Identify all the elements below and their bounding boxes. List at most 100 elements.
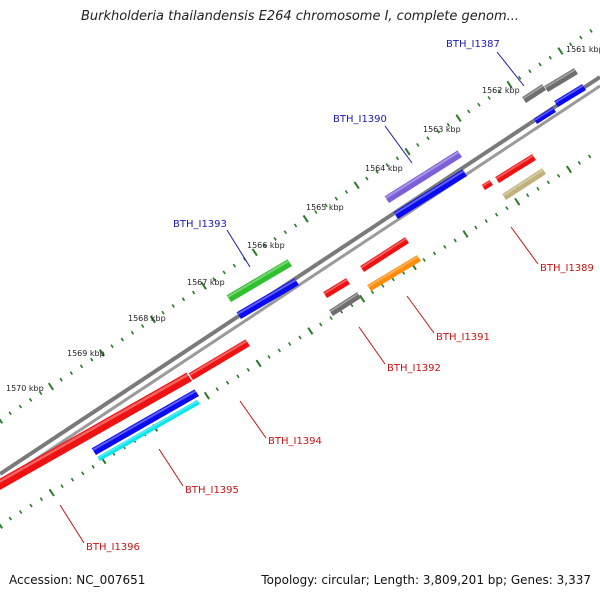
- scale-label-1568: 1568 kbp: [128, 314, 166, 323]
- minor-tick: [90, 357, 94, 362]
- minor-tick: [381, 283, 385, 288]
- gene-BTH_I1392[interactable]: [323, 278, 350, 298]
- minor-tick: [263, 243, 267, 248]
- gene-BTH_I1394[interactable]: [188, 339, 250, 380]
- minor-tick: [568, 42, 573, 47]
- gene-BTH_I1393-highlight: [227, 260, 290, 298]
- major-tick: [255, 359, 262, 368]
- cds-BTH_I1392[interactable]: [329, 292, 361, 316]
- minor-tick: [577, 160, 582, 165]
- minor-tick: [391, 277, 395, 282]
- scale-label-1562: 1562 kbp: [482, 86, 520, 95]
- cds-BTH_I1390[interactable]: [393, 169, 467, 219]
- minor-tick: [546, 180, 550, 185]
- minor-tick: [69, 371, 73, 375]
- minor-tick: [181, 297, 186, 302]
- cds-BTH_I1391[interactable]: [367, 255, 421, 291]
- major-tick: [506, 80, 513, 89]
- cds-BTH_I1387[interactable]: [533, 106, 556, 124]
- minor-tick: [536, 186, 540, 191]
- major-tick: [149, 315, 156, 324]
- gene-BTH_I1389[interactable]: [495, 154, 536, 183]
- minor-tick: [8, 411, 12, 416]
- minor-tick: [329, 316, 333, 321]
- minor-tick: [293, 223, 298, 228]
- scale-label-1566: 1566 kbp: [247, 241, 285, 250]
- minor-tick: [324, 203, 328, 208]
- scale-label-1567: 1567 kbp: [187, 278, 225, 287]
- gene-BTH_I1395[interactable]: [91, 389, 199, 455]
- minor-tick: [283, 230, 287, 235]
- minor-tick: [81, 471, 85, 476]
- leader-BTH_I1394: [239, 400, 267, 439]
- minor-tick: [432, 251, 437, 256]
- minor-tick: [267, 354, 271, 359]
- gene-BTH_I1392-highlight: [323, 278, 348, 295]
- backbone: [0, 75, 600, 485]
- cds-BTH_I1387-highlight: [534, 107, 554, 121]
- gene-BTH_I1387[interactable]: [522, 84, 546, 103]
- minor-tick: [375, 169, 379, 174]
- cds-BTH_I1388[interactable]: [554, 84, 586, 107]
- gene-BTH_I1393[interactable]: [226, 259, 292, 302]
- minor-tick: [120, 337, 124, 342]
- minor-tick: [60, 484, 64, 489]
- minor-tick: [426, 136, 430, 141]
- minor-tick: [19, 510, 23, 515]
- gene-BTH_I1388[interactable]: [544, 68, 578, 92]
- scale-label-1563: 1563 kbp: [423, 125, 461, 134]
- leader-BTH_I1391: [406, 295, 435, 334]
- gene-BTH_I1391-highlight: [360, 237, 407, 269]
- minor-tick: [474, 225, 478, 230]
- leader-BTH_I1390: [384, 125, 413, 164]
- minor-tick: [557, 173, 561, 178]
- gene-BTH_I1387-highlight: [522, 84, 544, 100]
- gene-BTH_I1391[interactable]: [360, 237, 409, 272]
- accession-label: Accession: NC_007651: [9, 573, 146, 587]
- topology-label: Topology: circular; Length: 3,809,201 bp…: [261, 573, 591, 587]
- gene-BTH_I1390[interactable]: [384, 150, 462, 203]
- gene-label-BTH_I1387[interactable]: BTH_I1387: [446, 39, 500, 50]
- minor-tick: [70, 477, 75, 482]
- gene-label-BTH_I1395[interactable]: BTH_I1395: [185, 485, 239, 496]
- gene-BTH_I1394-highlight: [189, 340, 248, 376]
- minor-tick: [370, 290, 375, 295]
- cds-BTH_I1389[interactable]: [502, 168, 546, 200]
- minor-tick: [589, 28, 593, 33]
- gene-label-BTH_I1393[interactable]: BTH_I1393: [173, 219, 227, 230]
- cds-BTH_I1393[interactable]: [236, 278, 299, 319]
- leader-BTH_I1393: [226, 229, 251, 268]
- minor-tick: [39, 391, 43, 396]
- minor-tick: [212, 277, 216, 282]
- major-tick: [302, 214, 309, 223]
- gene-label-BTH_I1391[interactable]: BTH_I1391: [436, 332, 490, 343]
- minor-tick: [443, 245, 447, 249]
- major-tick: [0, 523, 4, 529]
- gene-label-BTH_I1394[interactable]: BTH_I1394: [268, 436, 322, 447]
- gene-label-BTH_I1396[interactable]: BTH_I1396: [86, 542, 140, 553]
- gene-BTH_I1396[interactable]: [0, 372, 192, 490]
- major-tick: [307, 327, 314, 335]
- minor-tick: [273, 236, 277, 241]
- gene-label-BTH_I1392[interactable]: BTH_I1392: [387, 363, 441, 374]
- major-tick: [0, 418, 4, 424]
- major-tick: [565, 165, 573, 174]
- minor-tick: [225, 380, 230, 385]
- small-BTH_I1389[interactable]: [481, 179, 493, 190]
- gene-label-BTH_I1390[interactable]: BTH_I1390: [333, 114, 387, 125]
- cds-BTH_I1395[interactable]: [97, 399, 200, 461]
- minor-tick: [365, 176, 369, 181]
- tick-track-inner: [0, 154, 592, 529]
- major-tick: [514, 197, 521, 206]
- leader-BTH_I1387: [496, 51, 525, 87]
- minor-tick: [191, 290, 196, 295]
- gene-label-BTH_I1389[interactable]: BTH_I1389: [540, 263, 594, 274]
- minor-tick: [236, 374, 240, 379]
- minor-tick: [28, 397, 33, 402]
- minor-tick: [467, 109, 471, 114]
- minor-tick: [422, 257, 426, 262]
- leader-BTH_I1395: [158, 448, 184, 487]
- small-BTH_I1389-highlight: [482, 180, 491, 187]
- scale-label-1561: 1561 kbp: [566, 45, 600, 54]
- minor-tick: [79, 364, 84, 369]
